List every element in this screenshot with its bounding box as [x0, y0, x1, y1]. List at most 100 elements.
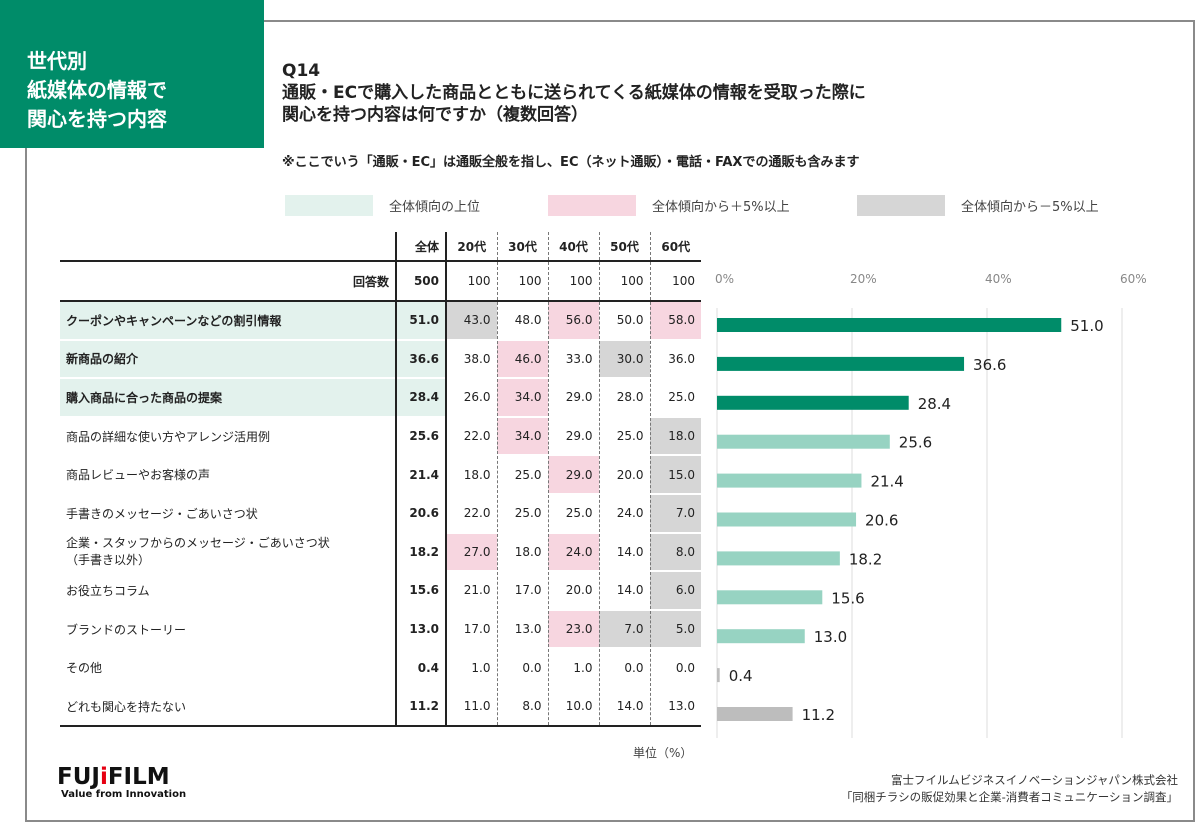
section-title-line: 世代別	[27, 49, 87, 73]
results-table: 全体 20代 30代 40代 50代 60代 回答数 500 100 100 1…	[60, 232, 701, 727]
bar	[717, 473, 862, 488]
x-tick-label: 0%	[715, 272, 734, 286]
bar	[717, 318, 1062, 332]
table-row: 手書きのメッセージ・ごあいさつ状 20.6 22.0 25.0 25.0 24.0 7.0	[60, 492, 701, 533]
age-cell: 22.0	[446, 492, 498, 533]
age-cell: 21.0	[446, 570, 498, 610]
age-cell: 1.0	[446, 647, 498, 687]
age-cell: 29.0	[548, 377, 600, 417]
fujifilm-logo: FUJiFILM Value from Innovation	[57, 764, 187, 800]
x-tick-label: 20%	[850, 272, 877, 286]
age-cell: 18.0	[446, 454, 498, 494]
data-label: 21.4	[870, 473, 903, 491]
legend-item-minus5: 全体傾向から－5%以上	[857, 195, 1099, 216]
age-cell: 56.0	[548, 300, 600, 340]
age-cell: 14.0	[599, 570, 651, 610]
bar	[717, 356, 965, 371]
age-cell: 29.0	[548, 454, 600, 494]
cell: 100	[446, 261, 498, 302]
question-number: Q14	[282, 61, 321, 81]
age-cell: 48.0	[497, 300, 549, 340]
age-cell: 17.0	[497, 570, 549, 610]
row-label: お役立ちコラム	[60, 570, 397, 610]
row-label: 購入商品に合った商品の提案	[60, 377, 397, 417]
age-cell: 0.0	[650, 647, 701, 687]
total-cell: 13.0	[396, 608, 447, 649]
section-title-box: 世代別 紙媒体の情報で 関心を持つ内容	[0, 0, 264, 148]
bar	[717, 434, 890, 449]
row-label: 商品レビューやお客様の声	[60, 454, 397, 494]
age-cell: 6.0	[650, 570, 701, 610]
bar	[717, 512, 857, 527]
row-label: その他	[60, 647, 397, 687]
age-cell: 25.0	[650, 377, 701, 417]
age-cell: 29.0	[548, 415, 600, 456]
legend-item-plus5: 全体傾向から＋5%以上	[548, 195, 790, 216]
data-label: 25.6	[899, 434, 932, 452]
age-cell: 28.0	[599, 377, 651, 417]
section-title-line: 関心を持つ内容	[27, 107, 167, 131]
age-cell: 17.0	[446, 608, 498, 649]
age-cell: 25.0	[599, 415, 651, 456]
column-header: 20代	[446, 232, 498, 262]
table-row: その他 0.4 1.0 0.0 1.0 0.0 0.0	[60, 647, 701, 687]
total-cell: 11.2	[396, 685, 447, 727]
age-cell: 50.0	[599, 300, 651, 340]
question-note: ※ここでいう「通販・EC」は通販全般を指し、EC（ネット通販）・電話・FAXでの…	[282, 155, 860, 170]
bar-chart: 0% 20% 40% 60% 51.0 36.6 28.4 25.6 21.4 20.6 18.2 1…	[715, 272, 1147, 738]
table-row: お役立ちコラム 15.6 21.0 17.0 20.0 14.0 6.0	[60, 570, 701, 610]
source-credit: 富士フイルムビジネスイノベーションジャパン株式会社 「同梱チラシの販促効果と企業…	[841, 772, 1178, 806]
column-header: 60代	[650, 232, 701, 262]
cell: 100	[599, 261, 651, 302]
respondents-row: 回答数 500 100 100 100 100 100	[60, 261, 701, 302]
data-label: 13.0	[814, 628, 847, 646]
total-cell: 36.6	[396, 338, 447, 379]
legend-swatch	[548, 195, 636, 216]
bar	[717, 395, 909, 410]
age-cell: 20.0	[548, 570, 600, 610]
source-line: 富士フイルムビジネスイノベーションジャパン株式会社	[890, 773, 1178, 787]
bar	[717, 629, 805, 644]
slide-frame	[25, 20, 1195, 822]
age-cell: 18.0	[650, 415, 701, 456]
table-row: 商品の詳細な使い方やアレンジ活用例 25.6 22.0 34.0 29.0 25.0 18.…	[60, 415, 701, 456]
total-cell: 51.0	[396, 300, 447, 340]
table-header-row: 全体 20代 30代 40代 50代 60代	[60, 232, 701, 262]
age-cell: 0.0	[497, 647, 549, 687]
question-text-line: 関心を持つ内容は何ですか（複数回答）	[282, 105, 588, 125]
age-cell: 18.0	[497, 531, 549, 572]
age-cell: 0.0	[599, 647, 651, 687]
age-cell: 27.0	[446, 531, 498, 572]
cell: 100	[650, 261, 701, 302]
row-label: 手書きのメッセージ・ごあいさつ状	[60, 492, 397, 533]
data-label: 20.6	[865, 512, 898, 530]
table-row: どれも関心を持たない 11.2 11.0 8.0 10.0 14.0 13.0	[60, 685, 701, 727]
x-tick-label: 60%	[1120, 272, 1147, 286]
bar	[717, 668, 720, 683]
age-cell: 25.0	[497, 454, 549, 494]
age-cell: 34.0	[497, 377, 549, 417]
age-cell: 14.0	[599, 685, 651, 727]
legend-swatch	[857, 195, 945, 216]
age-cell: 58.0	[650, 300, 701, 340]
age-cell: 15.0	[650, 454, 701, 494]
bar	[717, 590, 823, 605]
table-row: ブランドのストーリー 13.0 17.0 13.0 23.0 7.0 5.0	[60, 608, 701, 649]
age-cell: 5.0	[650, 608, 701, 649]
legend-label: 全体傾向の上位	[389, 200, 481, 215]
data-label: 28.4	[918, 395, 951, 413]
age-cell: 43.0	[446, 300, 498, 340]
total-cell: 28.4	[396, 377, 447, 417]
data-label: 51.0	[1070, 317, 1103, 335]
data-label: 0.4	[729, 667, 753, 685]
age-cell: 33.0	[548, 338, 600, 379]
cell: 100	[497, 261, 549, 302]
table-row: クーポンやキャンペーンなどの割引情報 51.0 43.0 48.0 56.0 50.0 58…	[60, 300, 701, 340]
row-label: クーポンやキャンペーンなどの割引情報	[60, 300, 397, 340]
column-header: 50代	[599, 232, 651, 262]
age-cell: 24.0	[599, 492, 651, 533]
age-cell: 7.0	[599, 608, 651, 649]
total-cell: 0.4	[396, 647, 447, 687]
age-cell: 8.0	[497, 685, 549, 727]
section-title-line: 紙媒体の情報で	[27, 78, 167, 102]
